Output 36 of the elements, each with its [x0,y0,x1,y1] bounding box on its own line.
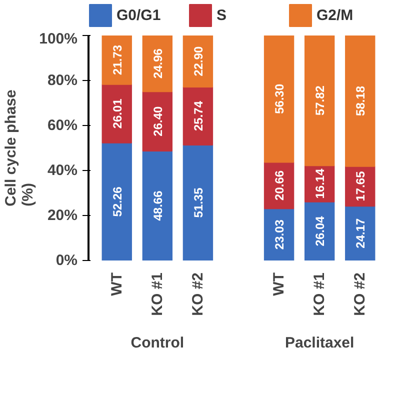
data-label: 56.30 [272,84,287,114]
data-label: 58.18 [354,86,368,116]
data-label: 23.03 [272,219,287,250]
legend-label: G0/G1 [116,7,161,24]
data-label: 24.96 [150,48,165,79]
data-label: 17.65 [354,170,368,202]
y-tick-label: 80% [47,72,78,89]
data-label: 48.66 [150,190,165,221]
data-label: 26.01 [110,98,124,129]
text: Control [130,334,184,352]
x-tick-label: KO #1 [311,272,328,316]
x-tick-label: KO #1 [148,272,166,316]
data-label: 22.90 [191,46,206,76]
data-label: 51.35 [191,187,206,218]
data-label: 57.82 [313,85,328,116]
y-axis-title: Cell cycle phase (%) [2,90,36,206]
y-tick-label: 20% [47,207,78,224]
y-tick-label: 100% [39,30,78,48]
data-label: 20.66 [272,170,287,200]
x-tick-label: KO #2 [352,272,369,316]
text: Paclitaxel [284,334,354,352]
legend-label: S [216,7,227,24]
data-label: 26.40 [150,106,165,136]
data-label: 21.73 [110,44,124,75]
data-label: 52.26 [110,186,124,217]
y-tick-label: 0% [56,252,78,269]
x-tick-label: WT [108,272,126,296]
legend-label: G2/M [316,7,354,24]
data-label: 16.14 [313,168,328,199]
x-tick-label: WT [270,272,288,296]
data-label: 24.17 [354,218,368,248]
x-tick-label: KO #2 [189,272,206,316]
y-tick-label: 40% [47,162,78,179]
data-label: 26.04 [313,216,328,246]
data-label: 25.74 [191,100,206,132]
y-tick-label: 60% [47,117,78,134]
